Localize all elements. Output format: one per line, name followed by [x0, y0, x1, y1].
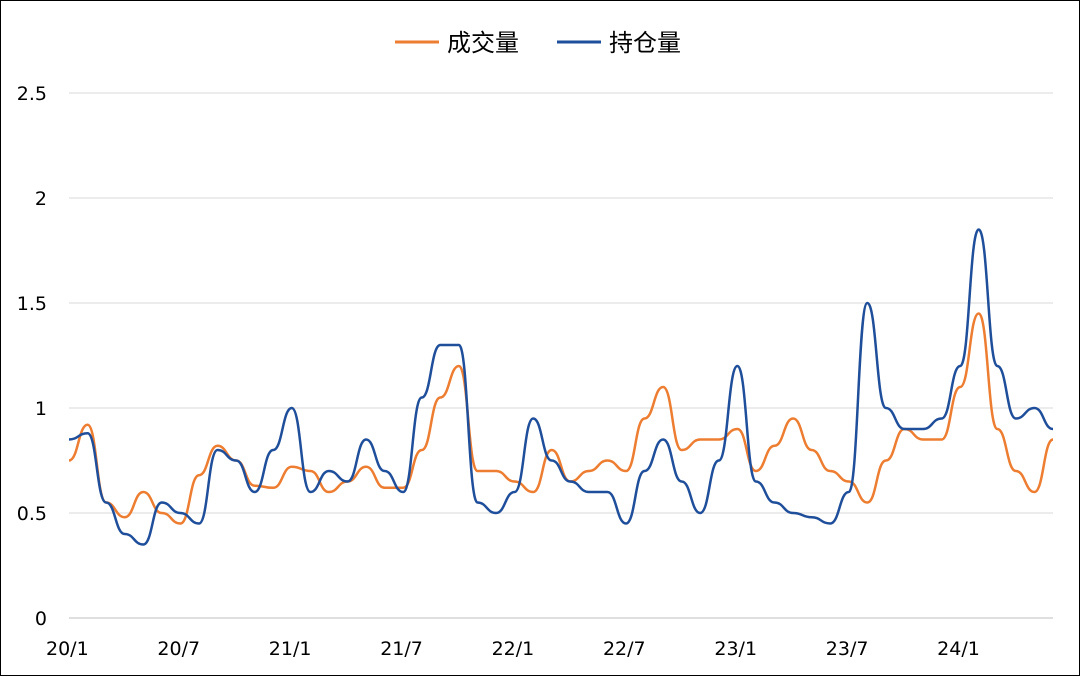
y-tick-label: 2	[35, 188, 47, 210]
x-tick-label: 24/1	[937, 638, 980, 660]
x-tick-label: 22/1	[492, 638, 535, 660]
x-axis-ticks: 20/1 20/7 21/1 21/7 22/1 22/7 23/1 23/7 24/1	[46, 638, 980, 660]
y-tick-label: 0.5	[17, 503, 47, 525]
x-tick-label: 20/1	[46, 638, 89, 660]
legend-label-volume: 成交量	[447, 29, 519, 57]
x-tick-label: 23/7	[826, 638, 869, 660]
x-tick-label: 20/7	[157, 638, 200, 660]
y-tick-label: 1	[35, 398, 47, 420]
series-line-volume	[68, 312, 1054, 525]
x-tick-label: 21/7	[380, 638, 423, 660]
y-axis-ticks: 0 0.5 1 1.5 2 2.5	[17, 83, 47, 630]
y-tick-label: 0	[35, 608, 47, 630]
y-tick-label: 2.5	[17, 83, 47, 105]
series-lines	[68, 228, 1054, 546]
series-line-open-interest	[68, 228, 1054, 546]
grid-lines	[69, 92, 1053, 619]
x-tick-label: 21/1	[269, 638, 312, 660]
x-tick-label: 22/7	[603, 638, 646, 660]
y-tick-label: 1.5	[17, 293, 47, 315]
legend-label-open-interest: 持仓量	[609, 29, 681, 57]
x-tick-label: 23/1	[714, 638, 757, 660]
legend: 成交量 持仓量	[395, 29, 681, 57]
